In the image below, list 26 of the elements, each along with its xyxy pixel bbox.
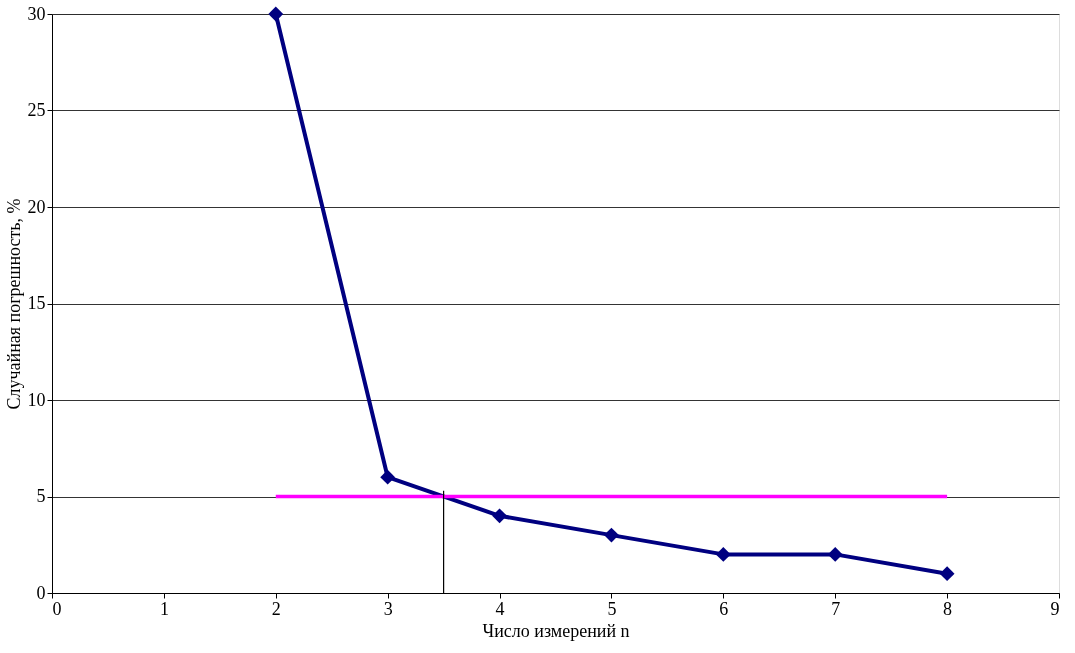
x-tick-label: 2 [271, 598, 281, 619]
point [604, 527, 619, 543]
x-tick-label: 9 [1050, 598, 1060, 619]
x-tick-label: 8 [943, 598, 953, 619]
point [380, 469, 396, 485]
y-tick-label: 20 [27, 196, 46, 217]
x-tick-label: 4 [495, 598, 505, 619]
x-tick-label: 6 [719, 598, 729, 619]
x-tick-label: 7 [831, 598, 841, 619]
point [492, 508, 507, 524]
x-tick-label: 1 [159, 598, 169, 619]
point [827, 546, 843, 562]
x-tick-label: 3 [383, 598, 393, 619]
y-tick-label: 10 [27, 389, 46, 410]
y-tick-label: 5 [36, 486, 46, 506]
point [268, 6, 284, 22]
y-tick-label: 15 [27, 293, 46, 313]
y-axis-title: Случайная погрешность, % [3, 198, 24, 410]
point [715, 546, 731, 562]
y-tick-label: 30 [27, 3, 46, 24]
x-tick-label: 0 [52, 598, 62, 619]
x-tick-label: 5 [607, 598, 617, 619]
y-tick-label: 25 [27, 100, 46, 120]
x-axis-title: Число измерений n [482, 620, 630, 641]
y-tick-label: 0 [36, 582, 46, 603]
point [939, 566, 955, 582]
